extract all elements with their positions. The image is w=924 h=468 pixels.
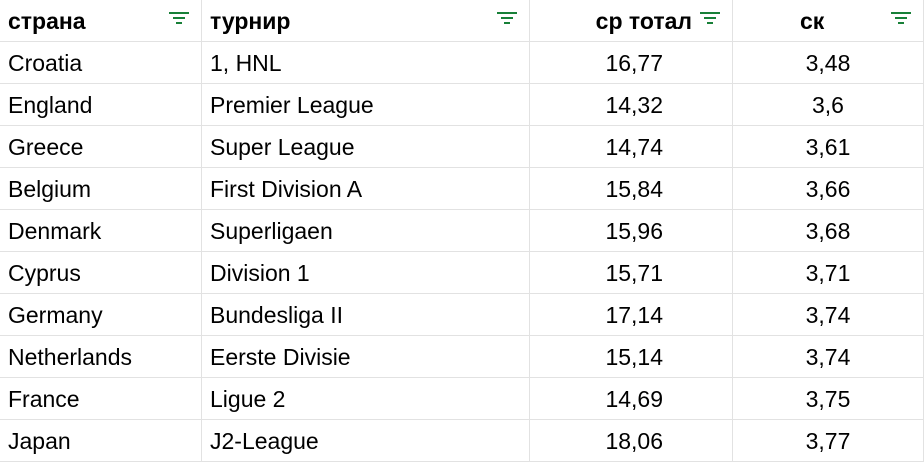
cell-text: 3,48 [805,50,851,76]
cell-text: J2-League [210,428,319,454]
cell-text: 3,74 [805,344,851,370]
cell-text: Cyprus [8,260,81,286]
cell-text: 3,66 [805,176,851,202]
filter-button[interactable] [699,12,721,28]
table-cell: 17,14 [530,294,733,336]
table-cell: 3,75 [733,378,924,420]
cell-text: Premier League [210,92,374,118]
cell-text: France [8,386,80,412]
table-cell: 3,61 [733,126,924,168]
cell-text: 15,96 [605,218,663,244]
table-cell: Division 1 [202,252,530,294]
table-cell: 3,77 [733,420,924,462]
table-cell: Premier League [202,84,530,126]
table-cell: 3,74 [733,294,924,336]
cell-text: 15,14 [605,344,663,370]
table-cell: 3,6 [733,84,924,126]
cell-text: Division 1 [210,260,310,286]
cell-text: 15,71 [605,260,663,286]
table-cell: Japan [0,420,202,462]
cell-text: 15,84 [605,176,663,202]
table-cell: 16,77 [530,42,733,84]
cell-text: 3,74 [805,302,851,328]
header-cell: ср тотал [530,0,733,42]
table-cell: J2-League [202,420,530,462]
table-cell: Bundesliga II [202,294,530,336]
table-cell: Cyprus [0,252,202,294]
cell-text: Eerste Divisie [210,344,351,370]
cell-text: 17,14 [605,302,663,328]
header-cell: ск [733,0,924,42]
table-cell: 1, HNL [202,42,530,84]
cell-text: 3,68 [805,218,851,244]
table-cell: Superligaen [202,210,530,252]
filter-button[interactable] [168,12,190,28]
filter-button[interactable] [496,12,518,28]
cell-text: Denmark [8,218,102,244]
table-cell: Belgium [0,168,202,210]
cell-text: 18,06 [605,428,663,454]
cell-text: 3,77 [805,428,851,454]
cell-text: турнир [210,8,291,34]
cell-text: 1, HNL [210,50,282,76]
table-cell: Eerste Divisie [202,336,530,378]
header-cell: турнир [202,0,530,42]
cell-text: Japan [8,428,71,454]
filter-button[interactable] [890,12,912,28]
cell-text: Germany [8,302,103,328]
cell-text: Superligaen [210,218,333,244]
cell-text: First Division A [210,176,363,202]
cell-text: Netherlands [8,344,133,370]
table-cell: Greece [0,126,202,168]
cell-text: Croatia [8,50,83,76]
table-cell: 3,71 [733,252,924,294]
table-cell: 3,66 [733,168,924,210]
table-cell: First Division A [202,168,530,210]
cell-text: 3,61 [805,134,851,160]
cell-text: 16,77 [605,50,663,76]
table-cell: 15,71 [530,252,733,294]
cell-text: 14,74 [605,134,663,160]
table-cell: 3,68 [733,210,924,252]
table-cell: 15,14 [530,336,733,378]
cell-text: 14,32 [605,92,663,118]
cell-text: 3,6 [812,92,844,118]
cell-text: Bundesliga II [210,302,343,328]
table-cell: Croatia [0,42,202,84]
cell-text: ск [800,8,825,34]
cell-text: Belgium [8,176,92,202]
cell-text: Greece [8,134,84,160]
table-cell: France [0,378,202,420]
table-cell: 14,69 [530,378,733,420]
cell-text: England [8,92,93,118]
cell-text: Super League [210,134,355,160]
table-cell: 15,96 [530,210,733,252]
header-cell: страна [0,0,202,42]
cell-text: ср тотал [595,8,692,34]
table-cell: Ligue 2 [202,378,530,420]
table-cell: 3,48 [733,42,924,84]
cell-text: 14,69 [605,386,663,412]
cell-text: Ligue 2 [210,386,286,412]
cell-text: 3,71 [805,260,851,286]
table-cell: Super League [202,126,530,168]
cell-text: страна [8,8,86,34]
table-cell: 18,06 [530,420,733,462]
table-cell: 3,74 [733,336,924,378]
table-cell: England [0,84,202,126]
table-cell: 15,84 [530,168,733,210]
table-cell: Germany [0,294,202,336]
table-cell: 14,74 [530,126,733,168]
table-cell: Denmark [0,210,202,252]
cell-text: 3,75 [805,386,851,412]
table-cell: Netherlands [0,336,202,378]
table-cell: 14,32 [530,84,733,126]
